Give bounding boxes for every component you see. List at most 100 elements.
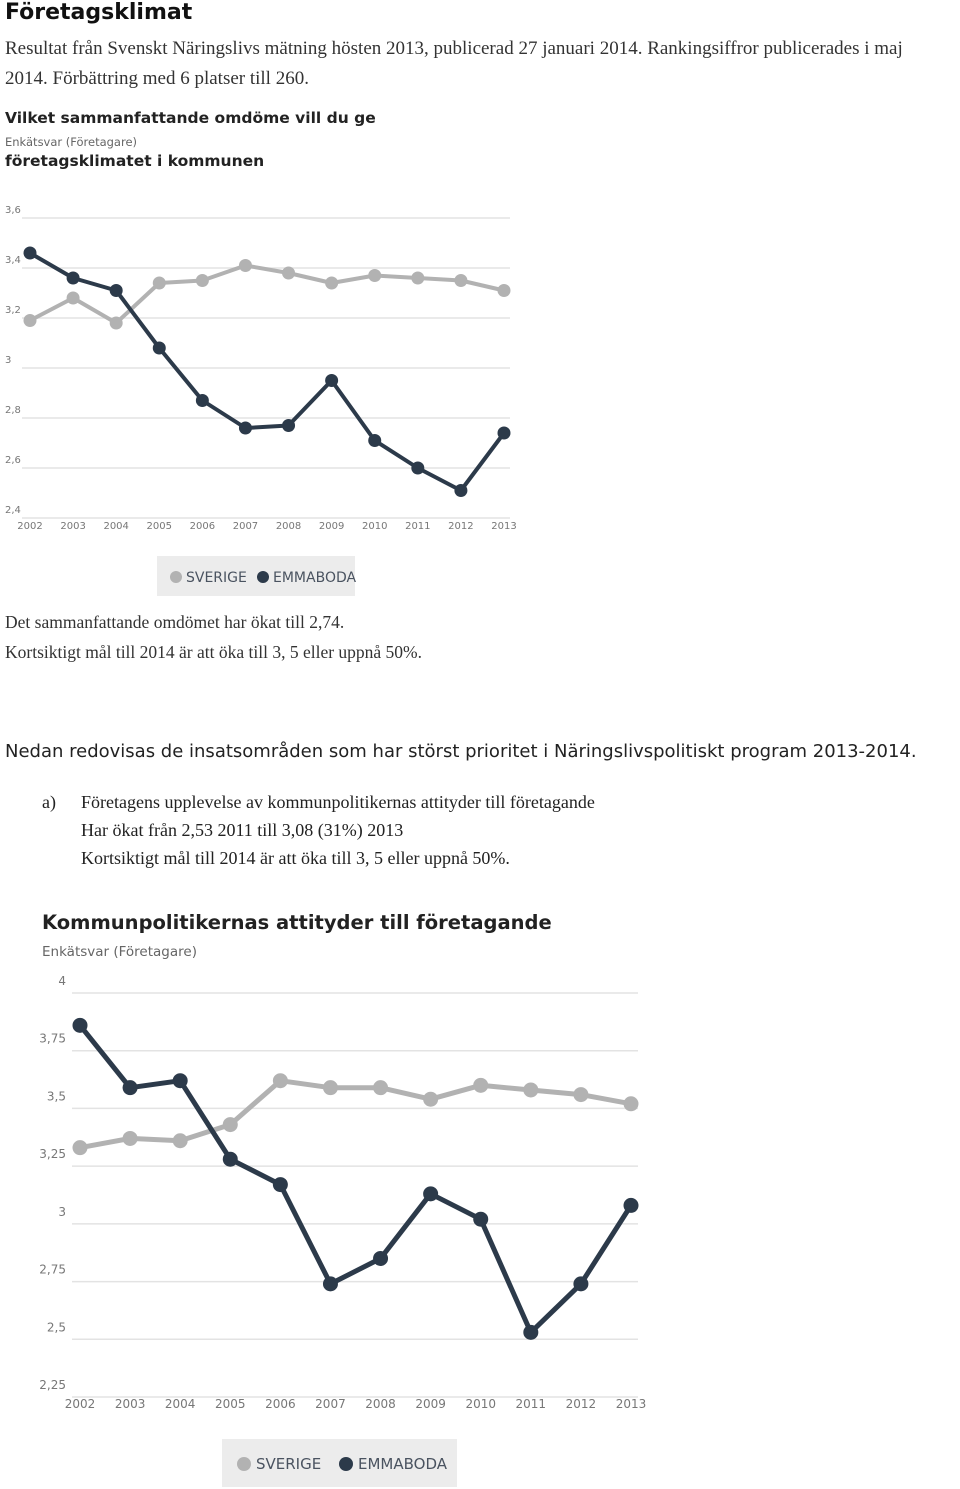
x-tick-label: 2005 [215, 1397, 246, 1411]
data-point-sverige [573, 1087, 589, 1103]
y-tick-label: 2,8 [5, 405, 21, 416]
series-line-emmaboda [78, 1023, 634, 1335]
intro-paragraph: Resultat från Svenskt Näringslivs mätnin… [5, 38, 903, 89]
data-point-sverige [122, 1130, 138, 1146]
chart1-series [23, 246, 511, 497]
chart-kommunpolitikernas-attityder: Kommunpolitikernas attityder till företa… [39, 911, 647, 1487]
data-point-sverige [368, 269, 382, 282]
data-point-sverige [152, 276, 166, 290]
data-point-emmaboda [72, 1017, 88, 1033]
item-a-letter: a) [42, 792, 56, 812]
x-tick-label: 2011 [405, 521, 430, 532]
data-point-sverige [473, 1077, 489, 1093]
y-tick-label: 3,2 [5, 305, 21, 316]
data-point-emmaboda [282, 419, 296, 432]
x-tick-label: 2007 [233, 521, 258, 532]
chart1-subtitle: Enkätsvar (Företagare) [5, 135, 137, 149]
data-point-emmaboda [152, 341, 166, 355]
data-point-emmaboda [623, 1197, 639, 1213]
chart1-y-axis: 2,4 2,6 2,8 3 3,2 3,4 3,6 [5, 205, 21, 516]
data-point-sverige [172, 1133, 188, 1149]
data-point-sverige [282, 266, 296, 280]
x-tick-label: 2012 [566, 1397, 597, 1411]
x-tick-label: 2008 [276, 521, 301, 532]
data-point-sverige [222, 1117, 238, 1133]
data-point-emmaboda [473, 1211, 489, 1227]
chart1-title-line2: företagsklimatet i kommunen [5, 152, 264, 170]
chart2-legend-emmaboda: EMMABODA [358, 1455, 448, 1473]
data-point-emmaboda [238, 421, 252, 435]
page-heading: Företagsklimat [5, 0, 193, 25]
chart1-legend: SVERIGE EMMABODA [157, 556, 356, 596]
data-point-sverige [322, 1080, 338, 1096]
y-tick-label: 3,4 [5, 255, 21, 266]
x-tick-label: 2004 [103, 521, 128, 532]
data-point-emmaboda [109, 284, 123, 297]
data-point-sverige [195, 274, 209, 287]
data-point-emmaboda [411, 461, 425, 475]
chart1-title-line1: Vilket sammanfattande omdöme vill du ge [5, 109, 376, 127]
data-point-sverige [373, 1080, 389, 1096]
x-tick-label: 2006 [265, 1397, 296, 1411]
item-a-line-1: Företagens upplevelse av kommunpolitiker… [81, 792, 595, 812]
chart1-legend-emmaboda: EMMABODA [273, 570, 356, 586]
chart2-gridlines [72, 992, 638, 1398]
chart2-y-axis: 2,25 2,5 2,75 3 3,25 3,5 3,75 4 [39, 974, 66, 1392]
data-point-emmaboda [454, 484, 468, 497]
chart1-gridlines [22, 217, 510, 519]
summary-line-1: Det sammanfattande omdömet har ökat till… [5, 612, 345, 632]
y-tick-label: 2,75 [39, 1263, 66, 1277]
y-tick-label: 4 [58, 974, 66, 988]
priority-intro: Nedan redovisas de insatsområden som har… [5, 741, 917, 762]
chart2-legend: SVERIGE EMMABODA [222, 1439, 457, 1487]
data-point-emmaboda [195, 394, 209, 407]
y-tick-label: 3 [58, 1205, 66, 1219]
data-point-sverige [497, 284, 511, 297]
y-tick-label: 3,25 [39, 1147, 66, 1161]
y-tick-label: 2,25 [39, 1378, 66, 1392]
item-a-line-3: Kortsiktigt mål till 2014 är att öka til… [81, 848, 510, 868]
y-tick-label: 3,6 [5, 205, 21, 216]
data-point-emmaboda [272, 1177, 288, 1193]
data-point-sverige [23, 314, 37, 327]
y-tick-label: 2,6 [5, 455, 21, 466]
data-point-emmaboda [373, 1250, 389, 1266]
chart2-x-axis: 2002 2003 2004 2005 2006 2007 2008 2009 2010 2011… [65, 1397, 647, 1411]
chart2-series [72, 1017, 639, 1340]
chart1-legend-sverige: SVERIGE [186, 570, 247, 586]
y-tick-label: 2,4 [5, 505, 21, 516]
chart1-x-axis: 2002 2003 2004 2005 2006 2007 2008 2009 2010 2011… [17, 521, 516, 532]
data-point-emmaboda [322, 1276, 338, 1292]
legend-dot-sverige [170, 571, 182, 583]
legend-dot-emmaboda [257, 571, 269, 583]
y-tick-label: 3 [5, 355, 11, 366]
data-point-emmaboda [23, 246, 37, 260]
y-tick-label: 3,5 [47, 1089, 66, 1103]
summary-line-2: Kortsiktigt mål till 2014 är att öka til… [5, 642, 423, 662]
x-tick-label: 2009 [319, 521, 344, 532]
chart1-legend-background [157, 556, 355, 596]
data-point-sverige [272, 1073, 288, 1089]
x-tick-label: 2005 [147, 521, 172, 532]
data-point-emmaboda [222, 1151, 238, 1167]
series-line-sverige [79, 1078, 632, 1151]
data-point-emmaboda [66, 271, 80, 285]
data-point-emmaboda [573, 1276, 589, 1292]
x-tick-label: 2006 [190, 521, 215, 532]
data-point-emmaboda [122, 1080, 138, 1096]
legend-dot-sverige [237, 1457, 251, 1471]
x-tick-label: 2013 [616, 1397, 647, 1411]
series-line-emmaboda [28, 251, 506, 493]
chart2-title: Kommunpolitikernas attityder till företa… [42, 911, 552, 934]
y-tick-label: 3,75 [39, 1032, 66, 1046]
data-point-sverige [66, 291, 80, 305]
x-tick-label: 2010 [362, 521, 387, 532]
data-point-sverige [72, 1140, 88, 1156]
x-tick-label: 2002 [17, 521, 42, 532]
x-tick-label: 2011 [516, 1397, 547, 1411]
data-point-sverige [109, 316, 123, 330]
legend-dot-emmaboda [339, 1457, 353, 1471]
data-point-sverige [623, 1096, 639, 1112]
chart2-legend-sverige: SVERIGE [256, 1455, 321, 1473]
